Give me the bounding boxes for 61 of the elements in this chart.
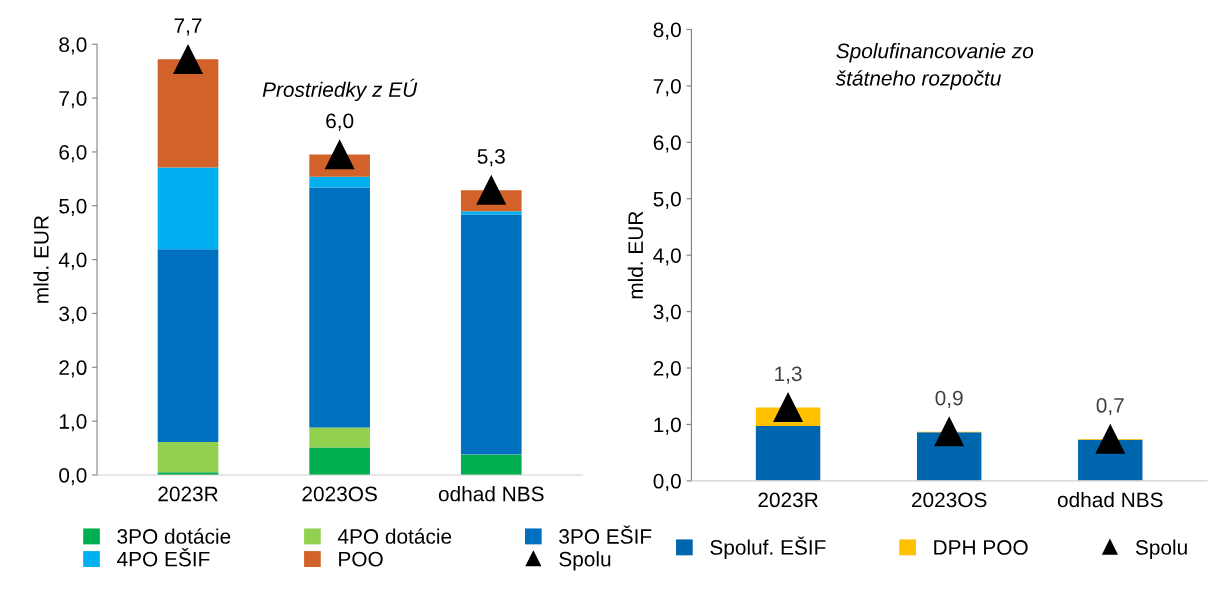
y-axis-title: mld. EUR [627,211,644,299]
y-tick-label: 5,0 [653,191,681,209]
data-label: 0,9 [935,390,963,408]
y-tick-label: 5,0 [59,198,87,216]
data-label: 6,0 [326,113,354,131]
bar [460,455,522,475]
point [325,140,355,170]
legend-label: 3PO dotácie [117,528,231,544]
legend-label: 4PO dotácie [337,528,452,544]
point [934,417,964,447]
y-tick-label: 6,0 [59,144,87,163]
legend-label: DPH POO [934,540,1028,555]
text: Spolufinancovanie zo štátneho rozpočtu [835,43,1034,90]
bar [309,176,370,188]
data-label: 5,3 [477,149,505,167]
x-tick-label: 2023OS [912,492,987,508]
x-tick-label: odhad NBS [1057,491,1163,508]
legend-label: 3PO EŠIF [559,525,652,544]
y-tick-label: 6,0 [653,135,681,153]
point [476,175,506,205]
bar [460,214,522,455]
data-label: 1,3 [775,366,802,384]
y-tick-label: 4,0 [58,252,87,270]
y-tick-label: 3,0 [653,304,681,322]
data-label: 7,7 [174,18,202,36]
x-tick-label: 2023R [158,486,218,502]
y-tick-label: 2,0 [59,360,87,378]
y-tick-label: 7,0 [653,78,681,97]
legend-label: POO [339,551,383,567]
bar [157,167,219,250]
y-tick-label: 7,0 [59,91,87,109]
x-tick-label: odhad NBS [438,486,544,502]
y-axis-title: mld. EUR [33,216,49,303]
text: Prostriedky z EÚ [262,78,418,102]
point [173,44,203,74]
x-tick-label: 2023OS [302,486,377,502]
bar [309,187,370,428]
y-tick-label: 0,0 [59,467,87,486]
legend-label: Spolu [559,551,611,571]
legend-label: 4PO EŠIF [117,548,210,567]
y-tick-label: 3,0 [59,306,87,324]
x-tick-label: 2023R [758,492,818,508]
y-tick-label: 0,0 [653,473,681,492]
point [1095,424,1125,454]
y-tick-label: 1,0 [654,417,681,435]
legend-label: Spolu [1135,539,1187,559]
bar [309,447,370,475]
point [773,392,803,423]
y-tick-label: 2,0 [653,361,681,379]
y-tick-label: 4,0 [653,248,681,266]
bar [309,427,370,448]
bar [460,211,522,215]
y-tick-label: 8,0 [59,37,87,55]
bar [157,442,219,473]
bar [157,59,219,168]
bar [755,426,821,481]
bar [157,249,219,443]
data-label: 0,7 [1096,398,1124,416]
y-tick-label: 1,0 [59,414,87,432]
y-tick-label: 8,0 [653,22,681,40]
legend-label: Spoluf. EŠIF [710,536,826,559]
